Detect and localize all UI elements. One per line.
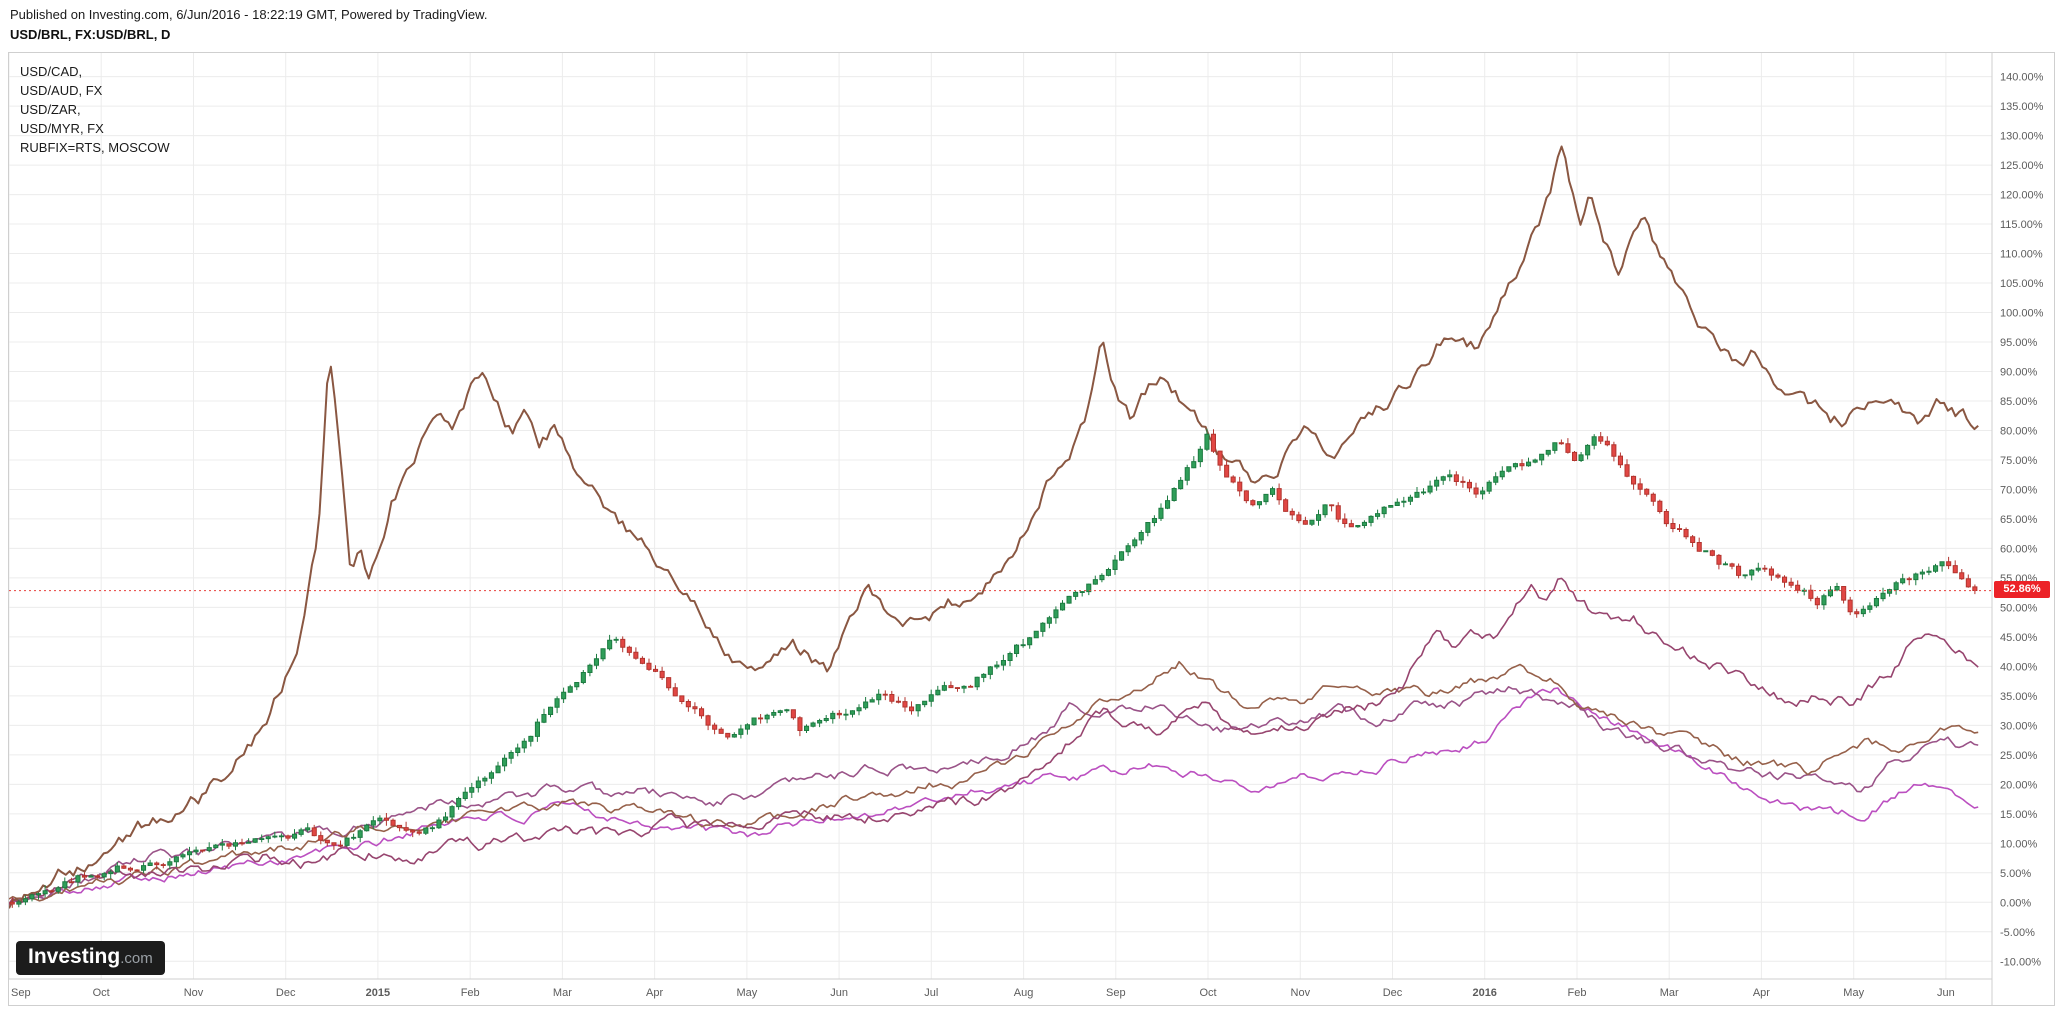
legend-usd-zar: USD/ZAR, [20,102,81,117]
published-line: Published on Investing.com, 6/Jun/2016 -… [10,7,488,22]
series-line-RUBFIX-RTS [9,145,1979,909]
series-line-USD-ZAR [9,577,1979,905]
x-tick-label: Dec [276,987,296,999]
y-tick-label: 80.00% [2000,426,2038,438]
x-tick-label: Dec [1383,987,1403,999]
y-tick-label: 125.00% [2000,160,2044,172]
price-chart-canvas[interactable]: 140.00% 135.00% 130.00% 125.00% 120.00% 115.0… [8,53,2054,1005]
y-tick-label: 65.00% [2000,514,2038,526]
chart-area[interactable]: 140.00% 135.00% 130.00% 125.00% 120.00% 115.0… [8,52,2055,1006]
y-tick-label: 110.00% [2000,249,2043,261]
y-tick-label: 85.00% [2000,396,2038,408]
symbol-title: USD/BRL, FX:USD/BRL, D [10,27,171,42]
compare-legend: USD/CAD, USD/AUD, FX USD/ZAR, USD/MYR, F… [20,62,170,157]
y-tick-label: 140.00% [2000,72,2044,84]
candle-bodies-up [16,433,1945,905]
legend-rubfix: RUBFIX=RTS, MOSCOW [20,140,170,155]
logo-text: Investing [28,945,121,968]
x-tick-label: Sep [1106,987,1126,999]
x-tick-label: Nov [1291,987,1311,999]
candle-bodies-down [9,433,1978,905]
x-tick-label: Apr [1753,987,1770,999]
y-tick-label: 120.00% [2000,190,2044,202]
logo-suffix: .com [120,950,153,967]
y-tick-label: 15.00% [2000,809,2038,821]
x-tick-label: Sep [11,987,31,999]
x-tick-label: Jun [830,987,848,999]
x-tick-label: Oct [93,987,110,999]
x-tick-label: Oct [1199,987,1216,999]
series-layer [9,145,1979,909]
y-tick-label: 20.00% [2000,779,2038,791]
last-price-label: 52.86% [1994,581,2050,599]
y-tick-label: -10.00% [2000,956,2041,968]
x-tick-label: Feb [1568,987,1587,999]
y-tick-label: 10.00% [2000,838,2038,850]
series-line-USD-CAD [9,687,1979,906]
y-tick-label: 5.00% [2000,868,2031,880]
x-tick-label: Feb [461,987,480,999]
y-tick-label: 95.00% [2000,337,2038,349]
x-tick-label: Jul [924,987,938,999]
x-tick-label: Mar [553,987,572,999]
candle-wicks-down [11,429,1976,908]
investing-logo: Investing.com [16,941,165,975]
y-tick-label: 70.00% [2000,485,2038,497]
x-tick-label: Nov [184,987,204,999]
y-tick-label: 35.00% [2000,691,2038,703]
legend-usd-myr: USD/MYR, FX [20,121,104,136]
legend-usd-aud: USD/AUD, FX [20,83,103,98]
y-tick-label: 90.00% [2000,367,2038,379]
y-tick-label: 0.00% [2000,897,2031,909]
y-tick-label: 50.00% [2000,602,2038,614]
y-tick-label: 135.00% [2000,101,2044,113]
y-tick-label: 30.00% [2000,720,2038,732]
x-tick-label: 2016 [1472,987,1496,999]
x-tick-label: May [1843,987,1864,999]
y-tick-label: 75.00% [2000,455,2038,467]
y-tick-label: 115.00% [2000,219,2043,231]
legend-usd-cad: USD/CAD, [20,64,83,79]
x-tick-label: May [737,987,758,999]
series-line-USD-AUD [9,686,1979,906]
y-tick-label: 25.00% [2000,750,2038,762]
y-tick-label: 105.00% [2000,278,2044,290]
y-tick-label: 40.00% [2000,661,2038,673]
x-tick-label: Mar [1660,987,1679,999]
x-tick-label: Aug [1014,987,1034,999]
y-tick-label: 130.00% [2000,131,2044,143]
x-tick-label: Apr [646,987,663,999]
x-tick-label: 2015 [366,987,390,999]
y-tick-label: 100.00% [2000,308,2044,320]
y-tick-label: 60.00% [2000,543,2038,555]
x-tick-label: Jun [1937,987,1955,999]
y-tick-label: -5.00% [2000,927,2035,939]
y-tick-label: 45.00% [2000,632,2038,644]
series-line-USD-MYR [9,660,1979,902]
